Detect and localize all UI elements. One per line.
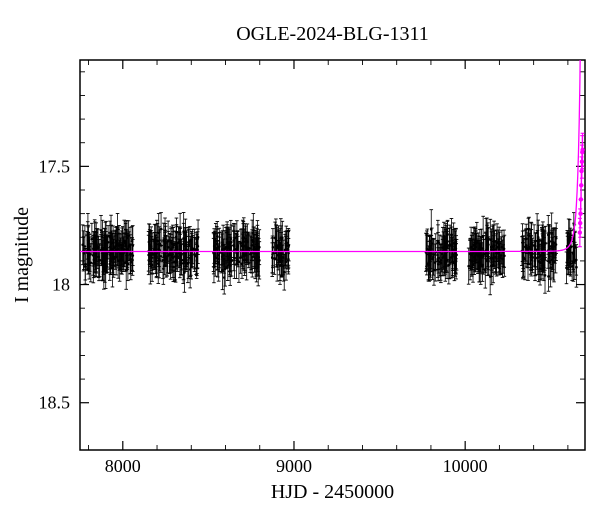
lightcurve-chart: 8000 9000 10000 17.5 18 18.5 OGLE-2024-BLG-131…	[0, 0, 600, 512]
svg-text:OGLE-2024-BLG-1311: OGLE-2024-BLG-1311	[236, 23, 429, 45]
svg-text:8000: 8000	[105, 456, 141, 476]
svg-text:18.5: 18.5	[39, 393, 71, 413]
svg-text:18: 18	[52, 275, 70, 295]
svg-text:9000: 9000	[276, 456, 312, 476]
svg-text:17.5: 17.5	[39, 156, 71, 176]
svg-text:HJD - 2450000: HJD - 2450000	[271, 481, 394, 503]
svg-text:I magnitude: I magnitude	[11, 207, 33, 303]
svg-text:10000: 10000	[443, 456, 488, 476]
chart-container: 8000 9000 10000 17.5 18 18.5 OGLE-2024-BLG-131…	[0, 0, 600, 512]
